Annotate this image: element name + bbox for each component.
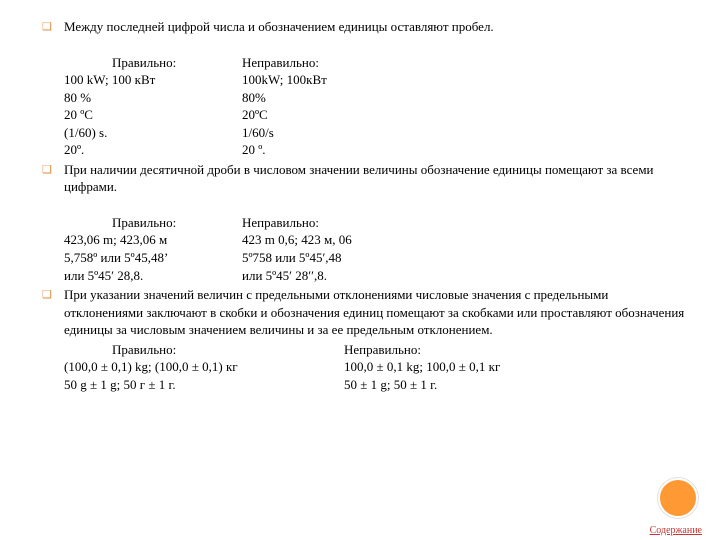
bullet-item: ❑ При наличии десятичной дроби в числово… [42,161,690,196]
cell: 50 ± 1 g; 50 ± 1 г. [344,376,500,394]
cell: 5,758º или 5º45,48ʼ [64,249,242,267]
cell: 20º. [64,141,242,159]
cell: 100,0 ± 0,1 kg; 100,0 ± 0,1 кг [344,358,500,376]
bullet-text: При наличии десятичной дроби в числовом … [64,161,690,196]
table-block-2: Правильно: Неправильно: 423,06 m; 423,06… [64,214,690,284]
bullet-marker-icon: ❑ [42,161,64,178]
cell: 20ºС [242,106,327,124]
cell: 1/60/s [242,124,327,142]
cell: 80 % [64,89,242,107]
contents-link[interactable]: Содержание [650,525,702,536]
cell: 100 kW; 100 кВт [64,71,242,89]
decorative-circle-icon [658,478,698,518]
cell: (100,0 ± 0,1) kg; (100,0 ± 0,1) кг [64,358,344,376]
bullet-text: При указании значений величин с предельн… [64,286,690,339]
header-incorrect: Неправильно: [344,341,500,359]
cell: 423,06 m; 423,06 м [64,231,242,249]
cell: 100kW; 100кВт [242,71,327,89]
header-correct: Правильно: [64,341,344,359]
header-correct: Правильно: [64,54,242,72]
slide-content: ❑ Между последней цифрой числа и обознач… [0,0,720,393]
cell: или 5º45ʹ 28ʹʹ,8. [242,267,352,285]
bullet-marker-icon: ❑ [42,18,64,35]
bullet-text: Между последней цифрой числа и обозначен… [64,18,690,36]
bullet-marker-icon: ❑ [42,286,64,303]
cell: 20 ºС [64,106,242,124]
cell: 20 º. [242,141,327,159]
header-incorrect: Неправильно: [242,54,327,72]
cell: 80% [242,89,327,107]
cell: (1/60) s. [64,124,242,142]
bullet-item: ❑ Между последней цифрой числа и обознач… [42,18,690,36]
cell: 423 m 0,6; 423 м, 06 [242,231,352,249]
table-block-1: Правильно: Неправильно: 100 kW; 100 кВт … [64,54,690,159]
cell: 5º758 или 5º45ʹ,48 [242,249,352,267]
bullet-item: ❑ При указании значений величин с предел… [42,286,690,339]
header-correct: Правильно: [64,214,242,232]
cell: 50 g ± 1 g; 50 г ± 1 г. [64,376,344,394]
table-block-3: Правильно: Неправильно: (100,0 ± 0,1) kg… [64,341,690,394]
header-incorrect: Неправильно: [242,214,352,232]
cell: или 5º45ʹ 28,8. [64,267,242,285]
